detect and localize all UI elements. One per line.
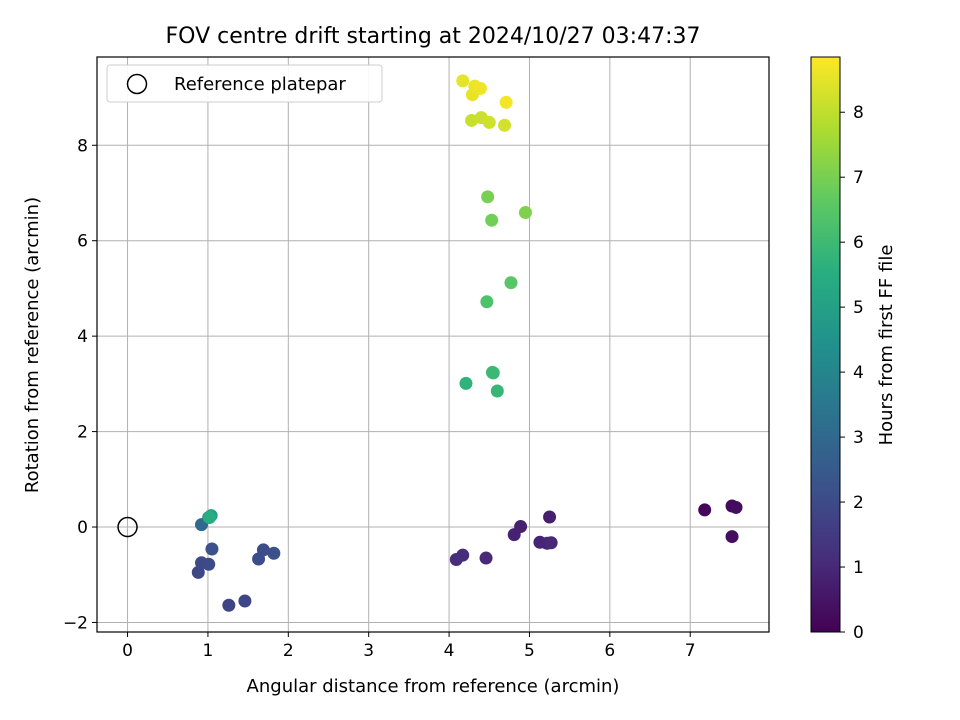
data-point (729, 500, 743, 514)
y-tick-label: −2 (63, 613, 88, 633)
data-point (504, 276, 518, 290)
y-tick-label: 0 (77, 518, 88, 538)
data-point (518, 206, 532, 220)
data-point (698, 503, 712, 517)
y-axis: −2 0 2 4 6 8 (63, 136, 97, 633)
colorbar-tick-label: 4 (853, 363, 864, 383)
x-tick-label: 5 (524, 641, 535, 661)
data-point (256, 543, 270, 557)
legend-reference-marker (126, 73, 148, 95)
colorbar-tick-label: 7 (853, 168, 864, 188)
data-point (499, 95, 513, 109)
x-tick-label: 3 (363, 641, 374, 661)
colorbar-tick-label: 8 (853, 103, 864, 123)
data-point (544, 536, 558, 550)
colorbar: 0 1 2 3 4 5 6 7 8 Hours from first FF file (810, 56, 897, 643)
colorbar-label: Hours from first FF file (876, 245, 897, 446)
y-tick-label: 4 (77, 327, 88, 347)
y-tick-label: 8 (77, 136, 88, 156)
plot-frame (96, 56, 770, 633)
data-point (482, 115, 496, 129)
data-point (479, 551, 493, 565)
data-point (238, 594, 252, 608)
y-tick-label: 6 (77, 232, 88, 252)
data-point (480, 295, 494, 309)
data-point (267, 546, 281, 560)
data-point (725, 530, 739, 544)
colorbar-tick-label: 6 (853, 233, 864, 253)
chart-title: FOV centre drift starting at 2024/10/27 … (166, 24, 701, 49)
y-tick-label: 2 (77, 423, 88, 443)
legend: Reference platepar (106, 64, 383, 103)
data-point (202, 557, 216, 571)
x-tick-label: 1 (203, 641, 214, 661)
data-point (222, 598, 236, 612)
data-point (449, 552, 463, 566)
data-point (486, 366, 500, 380)
reference-platepar-marker (117, 516, 138, 538)
x-tick-label: 7 (685, 641, 696, 661)
grid-lines (97, 57, 769, 632)
data-point (543, 510, 557, 524)
data-point (205, 542, 219, 556)
x-tick-label: 4 (444, 641, 455, 661)
colorbar-tick-label: 2 (853, 493, 864, 513)
colorbar-tick-label: 5 (853, 298, 864, 318)
x-axis-label: Angular distance from reference (arcmin) (247, 676, 620, 697)
colorbar-tick-label: 0 (853, 623, 864, 643)
legend-box (106, 64, 383, 103)
x-tick-label: 2 (283, 641, 294, 661)
x-tick-label: 6 (604, 641, 615, 661)
y-axis-label: Rotation from reference (arcmin) (22, 197, 43, 493)
data-point (456, 74, 470, 88)
plot-points (117, 74, 743, 612)
data-point (490, 384, 504, 398)
legend-entry-reference: Reference platepar (174, 74, 346, 95)
data-point (485, 213, 499, 227)
data-point (459, 376, 473, 390)
data-point (203, 510, 217, 524)
x-tick-label: 0 (122, 641, 133, 661)
colorbar-tick-label: 1 (853, 558, 864, 578)
data-point (481, 190, 495, 204)
data-point (473, 81, 487, 95)
colorbar-ticks: 0 1 2 3 4 5 6 7 8 (840, 103, 864, 643)
x-axis: 0 1 2 3 4 5 6 7 (122, 632, 696, 661)
colorbar-tick-label: 3 (853, 428, 864, 448)
colorbar-gradient (810, 56, 841, 633)
data-point (498, 118, 512, 132)
data-point (507, 528, 521, 542)
